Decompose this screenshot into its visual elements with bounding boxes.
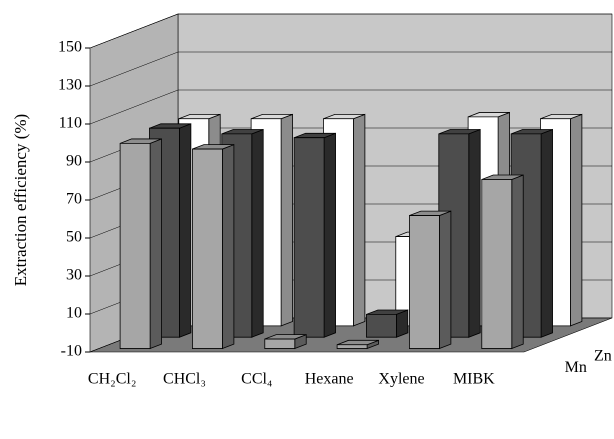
bar-face — [353, 113, 366, 327]
bar — [221, 128, 264, 338]
bar-face — [192, 148, 223, 349]
y-tick-label: 130 — [58, 77, 82, 94]
bar-face — [280, 113, 293, 327]
x-tick-label: CH₂Cl₂ — [88, 371, 137, 388]
bar-face — [323, 132, 336, 338]
bar-face — [149, 138, 162, 350]
x-tick-label: Hexane — [305, 371, 354, 388]
y-tick-label: 150 — [58, 39, 82, 56]
bar-face — [251, 128, 264, 338]
bar — [409, 210, 452, 350]
series-label: Zn — [594, 348, 612, 365]
bar — [481, 174, 524, 350]
grid-line — [89, 13, 612, 49]
bar — [336, 339, 379, 350]
y-axis-label: Extraction efficiency (%) — [11, 114, 30, 286]
bar-face — [366, 314, 397, 338]
bar-face — [119, 142, 151, 349]
bar-face — [570, 113, 583, 327]
bar-face — [336, 344, 368, 349]
bar-face — [179, 123, 192, 338]
y-tick-label: 70 — [66, 191, 82, 208]
y-tick-label: 10 — [66, 305, 82, 322]
bar — [293, 132, 336, 338]
bar-face — [540, 128, 553, 338]
grid-line — [89, 89, 612, 125]
x-tick-label: CHCl₃ — [163, 371, 206, 388]
bar — [366, 309, 409, 338]
y-tick-label: -10 — [61, 343, 82, 360]
bar-face — [511, 174, 524, 350]
bar-face — [222, 144, 235, 350]
bar-face — [409, 215, 440, 349]
series-label: Mn — [565, 359, 587, 376]
bar — [264, 334, 307, 350]
x-tick-label: MIBK — [453, 371, 495, 388]
bar-face — [468, 128, 481, 338]
bar — [192, 144, 235, 350]
y-tick-label: 110 — [59, 115, 82, 132]
y-tick-label: 50 — [66, 229, 82, 246]
y-tick-label: 30 — [66, 267, 82, 284]
bar-face — [293, 137, 325, 338]
bar-face — [481, 179, 513, 349]
grid-line — [89, 51, 612, 87]
x-tick-label: Xylene — [378, 371, 424, 388]
bar — [119, 138, 162, 350]
x-tick-label: CCl₄ — [241, 371, 273, 388]
bar-face — [264, 338, 296, 349]
bar-face — [439, 210, 452, 350]
y-tick-label: 90 — [66, 153, 82, 170]
